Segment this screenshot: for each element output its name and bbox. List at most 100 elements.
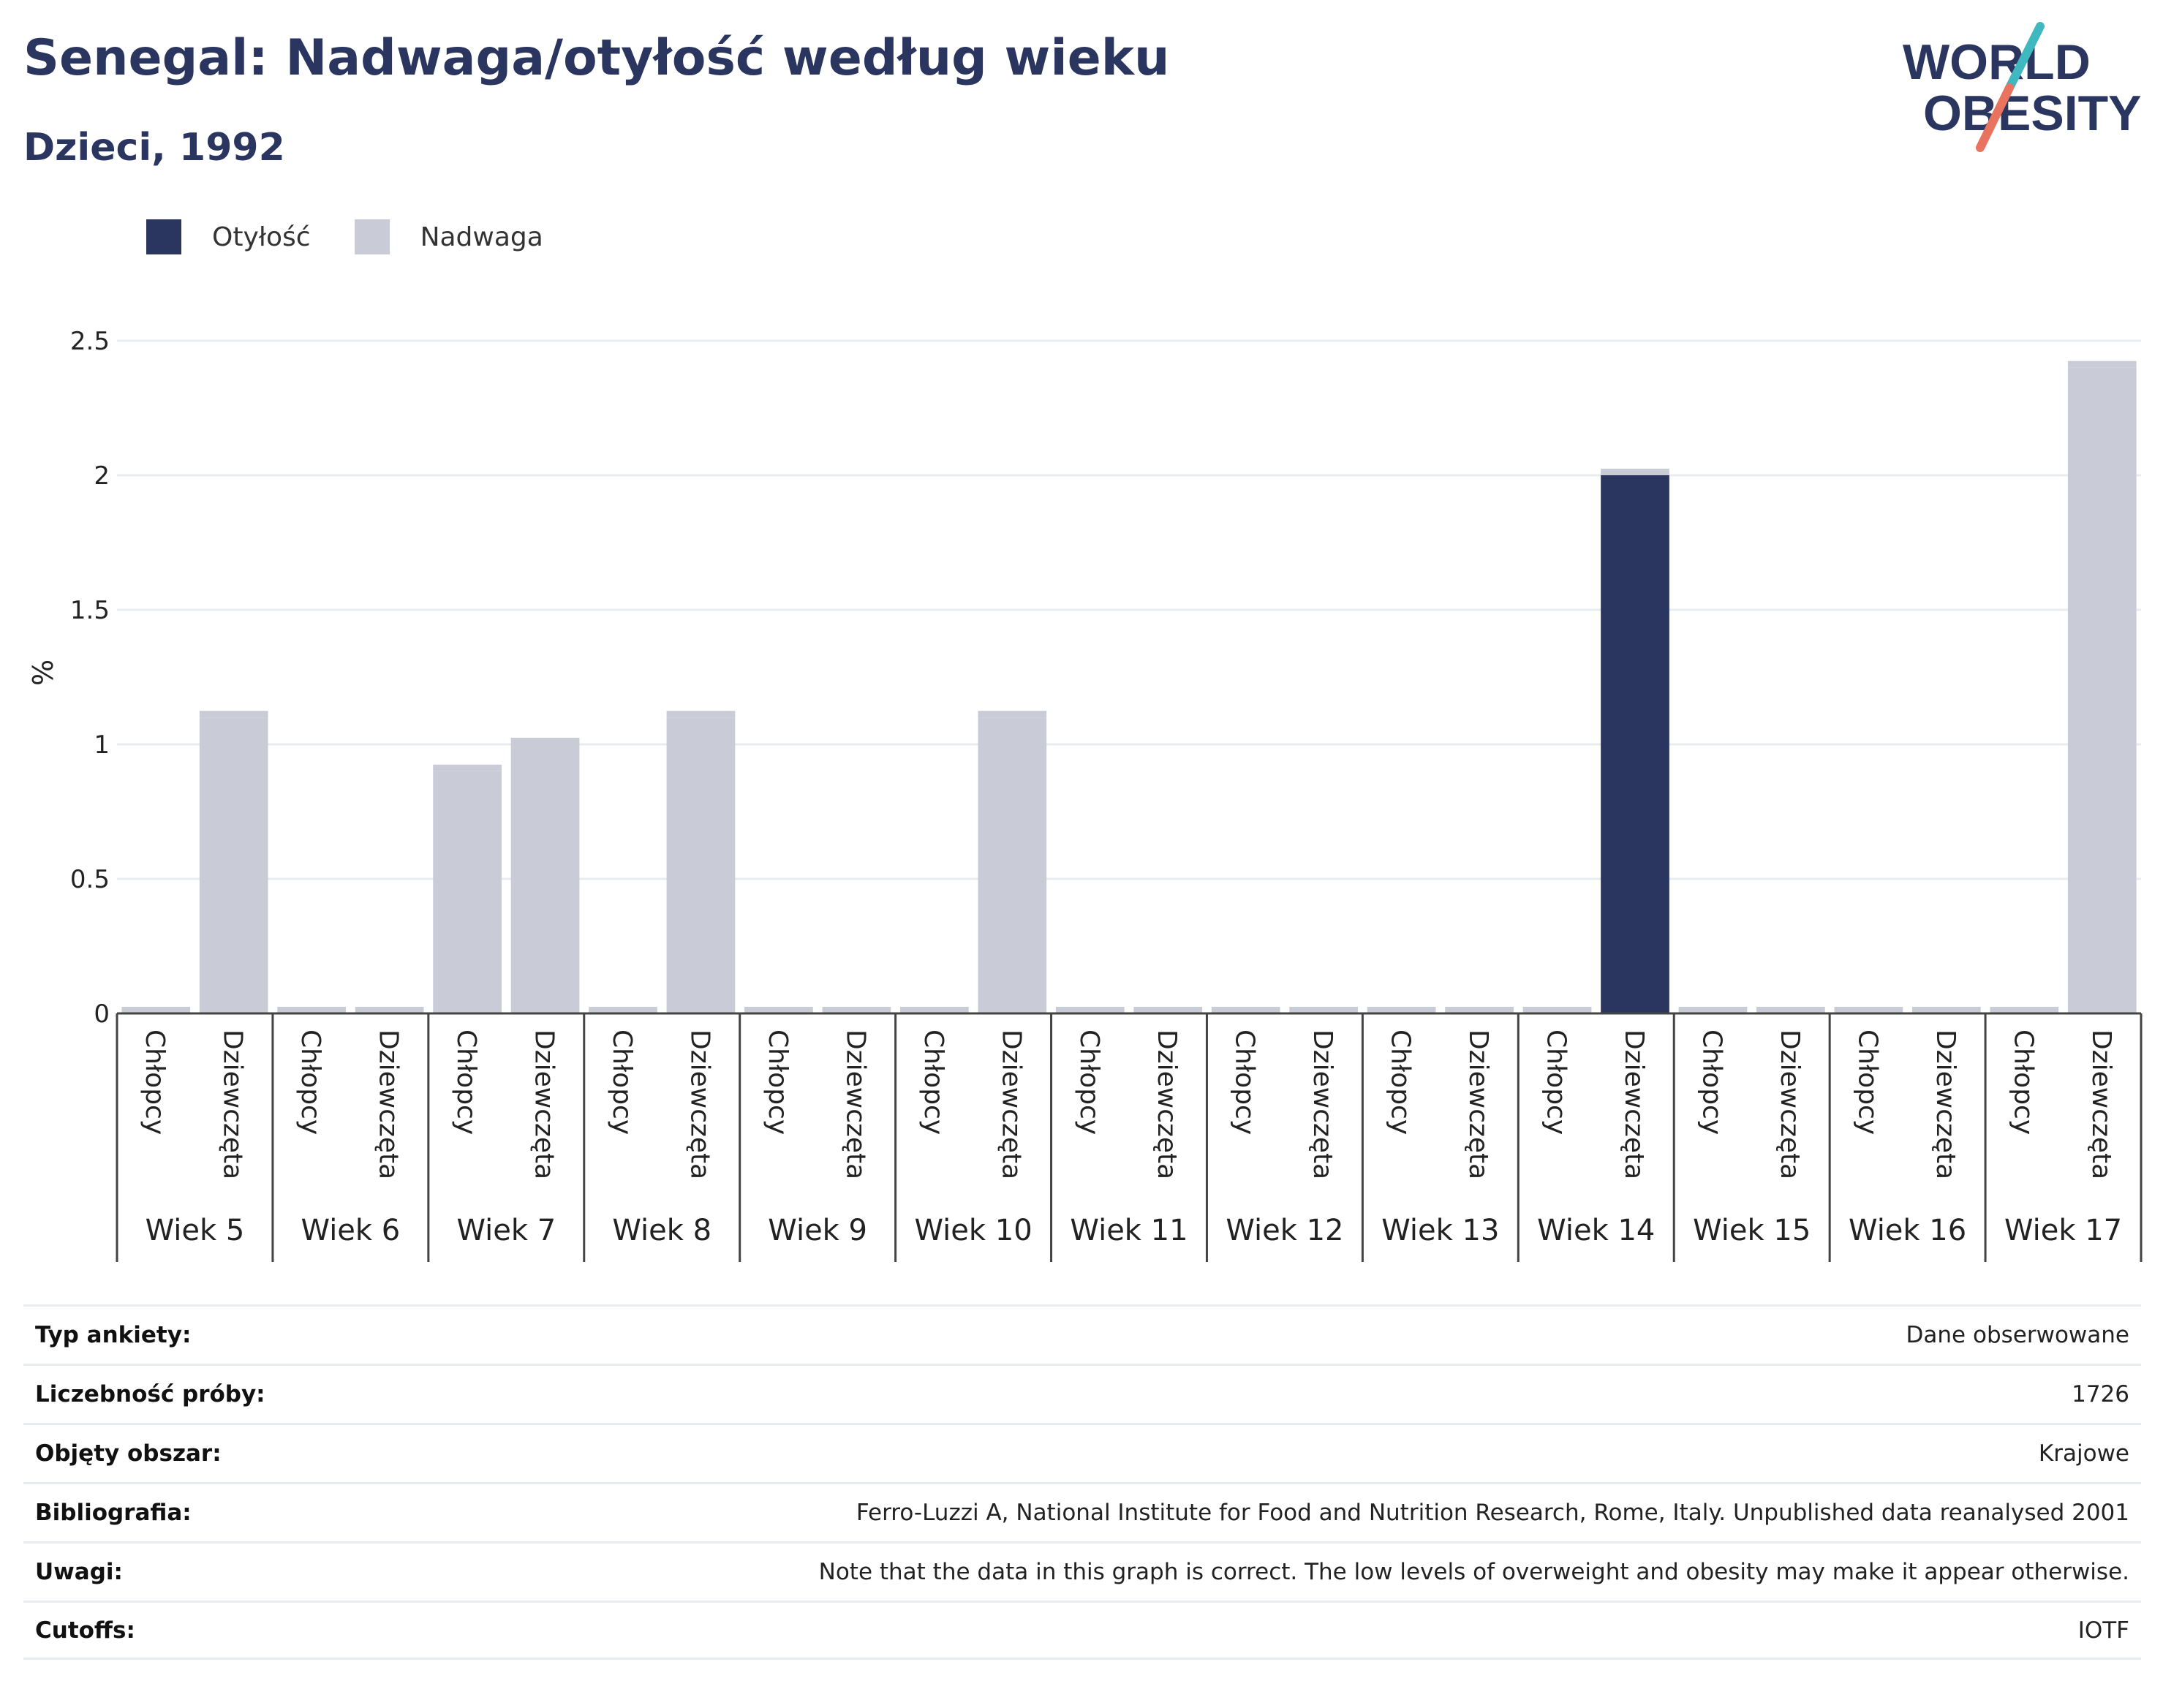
x-group-label: Wiek 6 bbox=[301, 1214, 401, 1247]
bar-overweight-cap bbox=[1990, 1007, 2059, 1013]
x-group-label: Wiek 8 bbox=[612, 1214, 711, 1247]
info-row-sample-size: Liczebność próby: 1726 bbox=[23, 1364, 2141, 1423]
chart-subtitle: Dzieci, 1992 bbox=[23, 126, 285, 170]
bar-overweight-cap bbox=[1912, 1007, 1981, 1013]
info-label: Typ ankiety: bbox=[35, 1322, 192, 1348]
legend-swatch-obesity bbox=[146, 219, 181, 254]
bar-overweight-cap bbox=[1834, 1007, 1903, 1013]
bar-overweight-cap bbox=[1133, 1007, 1203, 1013]
legend-item-overweight[interactable]: Nadwaga bbox=[354, 219, 543, 254]
logo-line-1: WORLD bbox=[1903, 34, 2091, 90]
info-value: Note that the data in this graph is corr… bbox=[818, 1559, 2129, 1585]
x-sub-label: Chłopcy bbox=[1386, 1029, 1416, 1135]
x-sub-label: Dziewczęta bbox=[996, 1029, 1026, 1179]
logo-teal-stroke bbox=[2005, 22, 2045, 92]
x-sub-label: Chłopcy bbox=[1230, 1029, 1260, 1135]
bar-chart: 0 0.5 1 1.5 2 2.5% Chłopcy Dziewczęta Wiek 5 Chło… bbox=[27, 327, 2143, 1262]
legend-label-overweight: Nadwaga bbox=[420, 222, 543, 252]
x-group-label: Wiek 16 bbox=[1849, 1214, 1966, 1247]
bar-overweight-cap bbox=[744, 1007, 813, 1013]
bar-overweight-cap bbox=[1055, 1007, 1125, 1013]
logo-line-2: OBESITY bbox=[1923, 86, 2142, 141]
info-row-cutoffs: Cutoffs: IOTF bbox=[23, 1601, 2141, 1660]
bar-overweight-cap bbox=[277, 1007, 346, 1013]
x-sub-label: Dziewczęta bbox=[529, 1029, 559, 1179]
legend-swatch-overweight bbox=[354, 219, 390, 254]
info-row-area-covered: Objęty obszar: Krajowe bbox=[23, 1423, 2141, 1482]
bar-overweight bbox=[433, 771, 502, 1013]
x-sub-label: Dziewczęta bbox=[1930, 1029, 1960, 1179]
bar-overweight-cap bbox=[1445, 1007, 1514, 1013]
legend-item-obesity[interactable]: Otyłość bbox=[146, 219, 311, 254]
bar-overweight bbox=[510, 744, 580, 1013]
x-sub-label: Dziewczęta bbox=[2086, 1029, 2116, 1179]
x-sub-label: Chłopcy bbox=[1541, 1029, 1571, 1135]
survey-info-table: Typ ankiety: Dane obserwowane Liczebność… bbox=[23, 1304, 2141, 1660]
bar-overweight-cap bbox=[900, 1007, 969, 1013]
info-row-notes: Uwagi: Note that the data in this graph … bbox=[23, 1541, 2141, 1601]
bar-overweight-cap bbox=[433, 764, 502, 771]
info-value: Dane obserwowane bbox=[1906, 1322, 2129, 1348]
bar-overweight-cap bbox=[822, 1007, 891, 1013]
x-sub-label: Dziewczęta bbox=[218, 1029, 248, 1179]
info-label: Uwagi: bbox=[35, 1559, 123, 1585]
bar-overweight-cap bbox=[1367, 1007, 1436, 1013]
x-sub-label: Chłopcy bbox=[1852, 1029, 1882, 1135]
x-group-label: Wiek 17 bbox=[2004, 1214, 2122, 1247]
bar-overweight-cap bbox=[199, 711, 268, 718]
info-value: IOTF bbox=[2077, 1617, 2129, 1644]
bar-overweight bbox=[666, 717, 736, 1013]
x-sub-label: Dziewczęta bbox=[1307, 1029, 1337, 1179]
info-row-survey-type: Typ ankiety: Dane obserwowane bbox=[23, 1304, 2141, 1364]
bar-overweight-cap bbox=[589, 1007, 657, 1013]
info-row-bibliography: Bibliografia: Ferro-Luzzi A, National In… bbox=[23, 1482, 2141, 1541]
bar-overweight-cap bbox=[1678, 1007, 1748, 1013]
x-sub-label: Dziewczęta bbox=[684, 1029, 714, 1179]
bar-overweight-cap bbox=[1522, 1007, 1592, 1013]
y-axis-label: % bbox=[27, 660, 59, 686]
x-sub-label: Chłopcy bbox=[295, 1029, 325, 1135]
x-sub-label: Dziewczęta bbox=[374, 1029, 404, 1179]
x-group-label: Wiek 10 bbox=[914, 1214, 1032, 1247]
bar-overweight-cap bbox=[1289, 1007, 1358, 1013]
x-sub-label: Chłopcy bbox=[918, 1029, 948, 1135]
info-label: Liczebność próby: bbox=[35, 1381, 265, 1407]
x-group-label: Wiek 11 bbox=[1070, 1214, 1188, 1247]
bar-overweight-cap bbox=[1601, 469, 1669, 475]
legend-label-obesity: Otyłość bbox=[212, 222, 311, 252]
bar-overweight-cap bbox=[666, 711, 736, 718]
y-tick-label: 0.5 bbox=[70, 865, 110, 894]
y-tick-label: 0 bbox=[94, 1000, 110, 1029]
bar-overweight bbox=[199, 717, 268, 1013]
bar-overweight-cap bbox=[1211, 1007, 1280, 1013]
info-label: Bibliografia: bbox=[35, 1500, 192, 1526]
bar-overweight-cap bbox=[978, 711, 1047, 718]
x-sub-label: Dziewczęta bbox=[1152, 1029, 1182, 1179]
x-group-label: Wiek 5 bbox=[146, 1214, 245, 1247]
x-group-label: Wiek 12 bbox=[1226, 1214, 1343, 1247]
bar-overweight-cap bbox=[510, 738, 580, 744]
x-sub-label: Chłopcy bbox=[140, 1029, 170, 1135]
chart-title: Senegal: Nadwaga/otyłość według wieku bbox=[23, 29, 1170, 87]
bar-overweight bbox=[2067, 367, 2137, 1013]
x-sub-label: Dziewczęta bbox=[1463, 1029, 1493, 1179]
bar-overweight bbox=[978, 717, 1047, 1013]
y-tick-label: 2 bbox=[94, 461, 110, 491]
x-sub-label: Chłopcy bbox=[607, 1029, 637, 1135]
x-group-label: Wiek 15 bbox=[1693, 1214, 1811, 1247]
y-tick-label: 1.5 bbox=[70, 596, 110, 625]
bar-overweight-cap bbox=[121, 1007, 191, 1013]
bar-overweight-cap bbox=[2067, 360, 2137, 368]
y-tick-label: 1 bbox=[94, 730, 110, 760]
x-sub-label: Dziewczęta bbox=[1619, 1029, 1649, 1179]
info-value: Krajowe bbox=[2038, 1440, 2129, 1467]
chart-legend: Otyłość Nadwaga bbox=[146, 216, 587, 257]
x-group-label: Wiek 9 bbox=[768, 1214, 867, 1247]
info-label: Objęty obszar: bbox=[35, 1440, 222, 1467]
x-group-label: Wiek 14 bbox=[1537, 1214, 1655, 1247]
bar-obesity bbox=[1601, 475, 1669, 1013]
y-tick-label: 2.5 bbox=[70, 327, 110, 356]
x-group-label: Wiek 7 bbox=[456, 1214, 556, 1247]
bar-overweight-cap bbox=[1756, 1007, 1825, 1013]
info-value: Ferro-Luzzi A, National Institute for Fo… bbox=[856, 1500, 2129, 1526]
